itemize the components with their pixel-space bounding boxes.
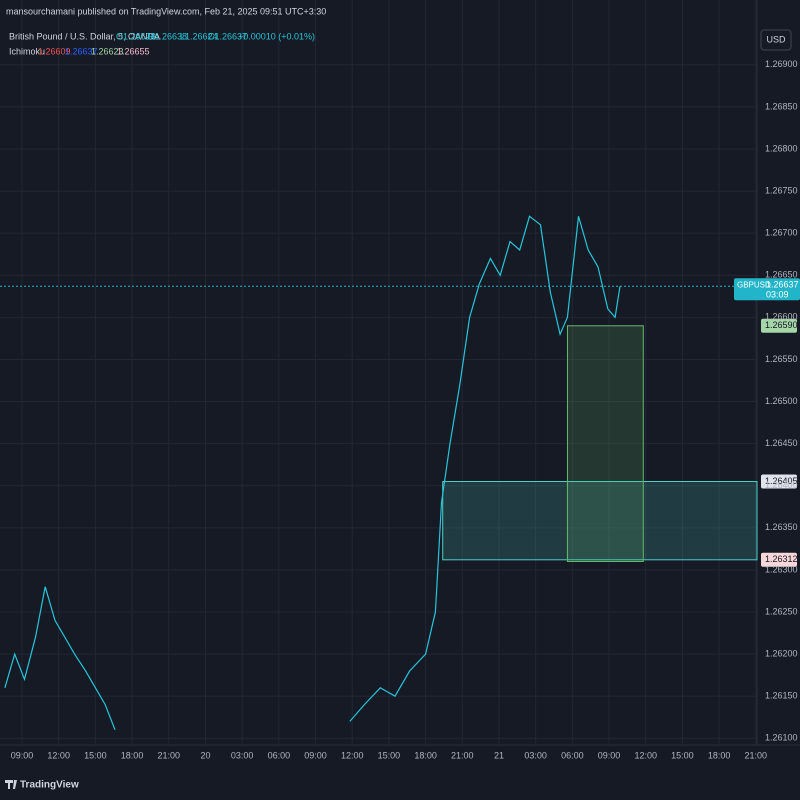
price-tag-label: 1.26590	[765, 320, 798, 330]
brand-logo[interactable]	[5, 780, 17, 789]
y-tick-label: 1.26850	[765, 101, 798, 111]
y-tick-label: 1.26400	[765, 480, 798, 490]
last-price-name: GBPUSD	[737, 280, 771, 289]
x-tick-label: 06:00	[561, 750, 584, 760]
plot	[0, 215, 758, 731]
currency-label[interactable]: USD	[766, 34, 786, 44]
x-tick-label: 12:00	[341, 750, 364, 760]
ohlc-high: H1.26638	[148, 31, 187, 41]
zone	[566, 325, 644, 562]
y-tick-label: 1.26450	[765, 438, 798, 448]
x-tick-label: 18:00	[708, 750, 731, 760]
brand[interactable]: TradingView	[20, 780, 79, 791]
currency-button[interactable]	[760, 29, 792, 51]
y-tick-label: 1.26500	[765, 396, 798, 406]
ohlc-open: O1.26628	[116, 31, 156, 41]
x-tick-label: 09:00	[304, 750, 327, 760]
indicator-value: 1.26655	[117, 46, 150, 56]
price-tag-label: 1.26405	[765, 476, 798, 486]
x-tick-label: 12:00	[634, 750, 657, 760]
x-tick-label: 15:00	[378, 750, 401, 760]
y-tick-label: 1.26800	[765, 143, 798, 153]
x-tick-label: 03:00	[231, 750, 254, 760]
x-tick-label: 15:00	[84, 750, 107, 760]
y-tick-label: 1.26150	[765, 691, 798, 701]
x-tick-label: 18:00	[121, 750, 144, 760]
indicator-value: 1.26623	[91, 46, 124, 56]
last-price-time: 03:09	[766, 290, 789, 300]
y-tick-label: 1.26750	[765, 185, 798, 195]
y-tick-label: 1.26250	[765, 606, 798, 616]
indicator-value: 1.26609	[38, 46, 71, 56]
x-tick-label: 09:00	[11, 750, 34, 760]
last-price-value: 1.26637	[766, 280, 799, 290]
zone	[442, 481, 758, 561]
x-tick-label: 21:00	[745, 750, 768, 760]
x-tick-label: 18:00	[414, 750, 437, 760]
indicator-name[interactable]: Ichimoku	[9, 46, 45, 56]
price-tag-label: 1.26312	[765, 554, 798, 564]
ohlc-change: +0.00010 (+0.01%)	[238, 31, 315, 41]
x-tick-label: 15:00	[671, 750, 694, 760]
x-tick-label: 21	[494, 750, 504, 760]
x-tick-label: 12:00	[47, 750, 70, 760]
y-tick-label: 1.26550	[765, 354, 798, 364]
ohlc-low: L1.26624	[180, 31, 218, 41]
publisher: mansourchamani published on TradingView.…	[6, 6, 326, 16]
y-tick-label: 1.26900	[765, 59, 798, 69]
x-tick-label: 21:00	[451, 750, 474, 760]
price-tag	[761, 318, 797, 333]
x-tick-label: 06:00	[268, 750, 291, 760]
x-tick-label: 20	[200, 750, 210, 760]
symbol: British Pound / U.S. Dollar, 5, OANDA	[9, 31, 160, 41]
y-tick-label: 1.26350	[765, 522, 798, 532]
x-tick-label: 09:00	[598, 750, 621, 760]
y-tick-label: 1.26600	[765, 312, 798, 322]
y-tick-label: 1.26300	[765, 564, 798, 574]
x-tick-label: 03:00	[524, 750, 547, 760]
price-line	[4, 215, 621, 731]
indicator-value: 1.26637	[65, 46, 98, 56]
price-tag	[761, 552, 797, 567]
grid	[0, 0, 757, 745]
y-tick-label: 1.26650	[765, 270, 798, 280]
y-tick-label: 1.26200	[765, 648, 798, 658]
y-tick-label: 1.26100	[765, 733, 798, 743]
ohlc-close: C1.26637	[208, 31, 247, 41]
last-price-tag	[734, 278, 800, 301]
x-tick-label: 21:00	[158, 750, 181, 760]
y-tick-label: 1.26700	[765, 228, 798, 238]
price-tag	[761, 474, 797, 489]
